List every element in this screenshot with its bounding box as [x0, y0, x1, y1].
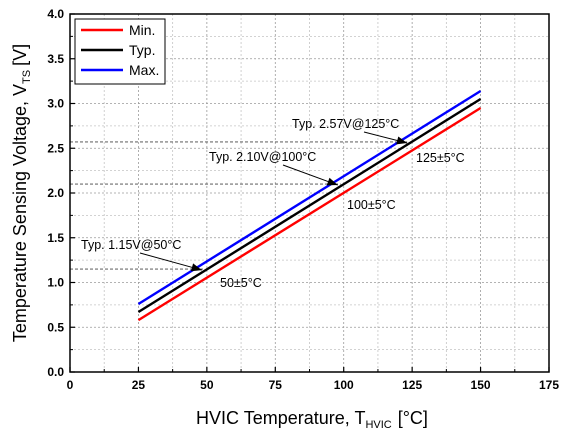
y-axis-title-unit: [V] — [10, 44, 30, 66]
axis-ticks: 0 25 50 75 100 125 150 175 0.0 0.5 1.0 1.5 2.0 2.5 3.0… — [47, 7, 559, 392]
y-axis-title-sub: TS — [21, 70, 33, 84]
x-tick-label: 175 — [539, 378, 559, 392]
annotation-arrow-head — [396, 136, 408, 145]
y-tick-label: 0.5 — [47, 320, 64, 334]
series-line-typ — [137, 97, 482, 314]
annotation-arrow — [139, 252, 202, 271]
x-axis-title-sub: HVIC — [365, 419, 391, 431]
annotation-typical-label: Typ. 2.57V@125°C — [292, 117, 399, 131]
legend-label: Max. — [129, 62, 159, 78]
y-tick-label: 2.5 — [47, 141, 64, 155]
x-tick-label: 125 — [402, 378, 422, 392]
annotation-tolerance-label: 50±5°C — [220, 276, 262, 290]
y-tick-label: 1.5 — [47, 231, 64, 245]
y-axis-title-main: Temperature Sensing Voltage, V — [10, 84, 30, 342]
annotation-tolerance-label: 100±5°C — [347, 198, 396, 212]
y-tick-label: 1.0 — [47, 276, 64, 290]
x-tick-label: 150 — [471, 378, 491, 392]
annotation-arrow-head — [326, 177, 338, 186]
x-tick-label: 50 — [200, 378, 214, 392]
annotation-typical-label: Typ. 1.15V@50°C — [81, 238, 181, 252]
x-tick-label: 0 — [67, 378, 74, 392]
x-axis-title: HVIC Temperature, THVIC [°C] — [196, 408, 428, 431]
y-tick-label: 4.0 — [47, 7, 64, 21]
x-axis-title-main: HVIC Temperature, T — [196, 408, 365, 428]
y-tick-label: 2.0 — [47, 186, 64, 200]
annotation-typical-label: Typ. 2.10V@100°C — [209, 150, 316, 164]
x-tick-label: 100 — [334, 378, 354, 392]
annotation-arrow-head — [190, 263, 202, 272]
legend-label: Min. — [129, 22, 155, 38]
x-axis-title-unit: [°C] — [398, 408, 428, 428]
y-tick-label: 3.5 — [47, 52, 64, 66]
legend-label: Typ. — [129, 42, 155, 58]
legend: Min. Typ. Max. — [74, 18, 166, 85]
x-tick-label: 25 — [132, 378, 146, 392]
y-tick-label: 0.0 — [47, 365, 64, 379]
x-tick-label: 75 — [269, 378, 283, 392]
guide-lines — [70, 141, 408, 270]
series-line-min — [137, 106, 482, 322]
y-axis-title: Temperature Sensing Voltage, VTS [V] — [10, 44, 33, 342]
annotation-tolerance-label: 125±5°C — [416, 151, 465, 165]
y-tick-label: 3.0 — [47, 97, 64, 111]
annotations: Typ. 1.15V@50°C 50±5°C Typ. 2.10V@100°C 100… — [81, 117, 465, 290]
